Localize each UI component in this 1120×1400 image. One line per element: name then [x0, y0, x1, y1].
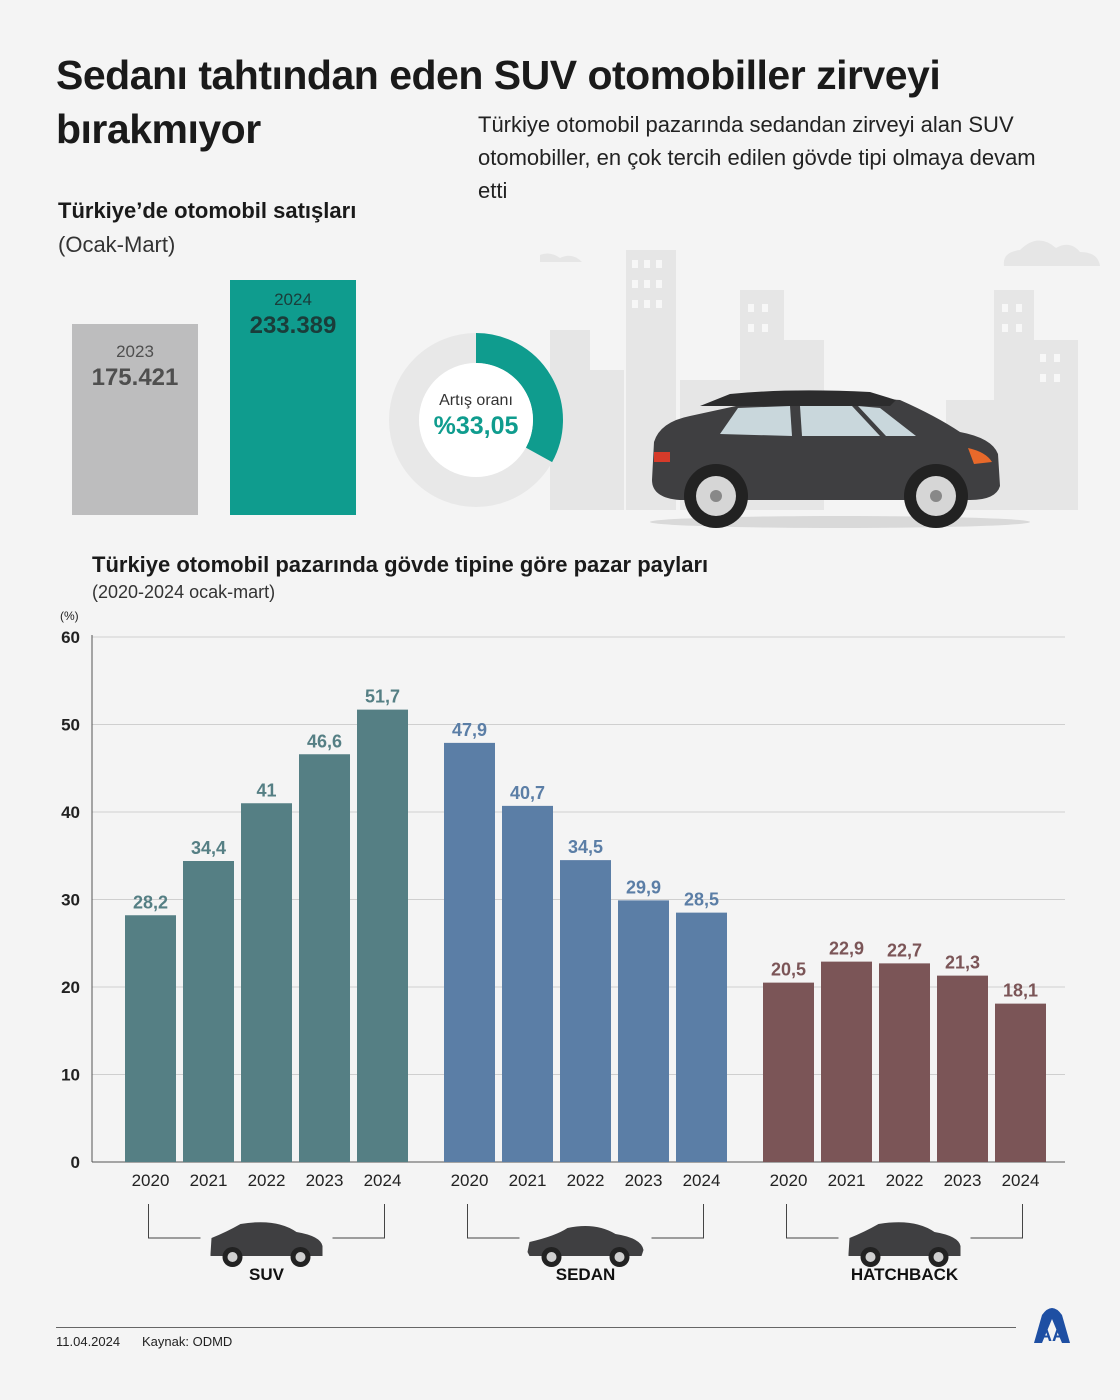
donut-center: [419, 363, 533, 477]
data-label: 40,7: [510, 783, 545, 803]
bar-suv-2023: [299, 754, 350, 1162]
x-tick-label: 2020: [451, 1171, 489, 1190]
y-tick-label: 10: [61, 1066, 80, 1085]
hubcap-icon: [227, 1252, 238, 1262]
data-label: 20,5: [771, 960, 806, 980]
city-skyline-illustration: [540, 240, 1100, 528]
data-label: 47,9: [452, 720, 487, 740]
data-label: 51,7: [365, 687, 400, 707]
data-label: 41: [256, 780, 276, 800]
data-label: 28,2: [133, 892, 168, 912]
sales-bar-value: 175.421: [91, 364, 179, 391]
aa-logo-text: AA: [1039, 1325, 1065, 1345]
sales-bar-value: 233.389: [249, 312, 337, 339]
chart-subtitle: (2020-2024 ocak-mart): [92, 582, 276, 602]
data-label: 18,1: [1003, 981, 1038, 1001]
x-tick-label: 2023: [944, 1171, 982, 1190]
y-tick-label: 40: [61, 803, 80, 822]
suv-car-icon: [210, 1222, 323, 1256]
bar-sedan-2021: [502, 805, 553, 1162]
increase-label-block: Artış oranı %33,05: [388, 392, 564, 441]
x-tick-label: 2022: [886, 1171, 924, 1190]
x-tick-label: 2020: [132, 1171, 170, 1190]
sales-bar-2024: 2024 233.389: [230, 280, 356, 515]
hubcap-icon: [295, 1252, 306, 1262]
data-label: 21,3: [945, 953, 980, 973]
x-tick-label: 2022: [248, 1171, 286, 1190]
suv-illustration-icon: [650, 390, 1030, 528]
bar-sedan-2020: [444, 742, 495, 1162]
page-title: Sedanı tahtından eden SUV otomobiller zi…: [56, 52, 941, 152]
hubcap-icon: [933, 1252, 944, 1262]
x-tick-label: 2024: [364, 1171, 402, 1190]
data-label: 29,9: [626, 877, 661, 897]
data-label: 28,5: [684, 890, 719, 910]
footer-source: Kaynak: ODMD: [142, 1334, 233, 1349]
x-tick-label: 2023: [625, 1171, 663, 1190]
data-label: 34,4: [191, 838, 226, 858]
footer-rule: [56, 1327, 1016, 1328]
donut-arc: [475, 333, 563, 463]
x-tick-label: 2021: [828, 1171, 866, 1190]
data-label: 46,6: [307, 731, 342, 751]
x-tick-label: 2022: [567, 1171, 605, 1190]
hubcap-icon: [865, 1252, 876, 1262]
y-tick-label: 0: [71, 1153, 80, 1172]
bar-sedan-2022: [560, 860, 611, 1162]
increase-value: %33,05: [433, 412, 519, 440]
bar-suv-2020: [125, 915, 176, 1162]
hatchback-car-icon: [848, 1222, 961, 1256]
y-tick-label: 20: [61, 978, 80, 997]
bar-hatchback-2022: [879, 963, 930, 1162]
sales-title: Türkiye’de otomobil satışları: [58, 198, 357, 223]
page-subtitle: Türkiye otomobil pazarında sedandan zirv…: [478, 112, 1036, 203]
sales-bar-2023: 2023 175.421: [72, 324, 198, 515]
bar-suv-2021: [183, 861, 234, 1162]
increase-donut: [389, 333, 563, 507]
hubcap-icon: [546, 1252, 557, 1262]
x-tick-label: 2024: [683, 1171, 721, 1190]
bar-hatchback-2023: [937, 975, 988, 1162]
sales-bar-year: 2024: [274, 290, 312, 309]
x-tick-label: 2024: [1002, 1171, 1040, 1190]
x-tick-label: 2021: [509, 1171, 547, 1190]
chart-title: Türkiye otomobil pazarında gövde tipine …: [92, 552, 709, 577]
hubcap-icon: [614, 1252, 625, 1262]
data-label: 22,9: [829, 939, 864, 959]
x-tick-label: 2021: [190, 1171, 228, 1190]
y-tick-label: 60: [61, 628, 80, 647]
x-tick-label: 2020: [770, 1171, 808, 1190]
group-label: HATCHBACK: [851, 1265, 959, 1284]
footer-date: 11.04.2024: [56, 1334, 121, 1349]
sales-period: (Ocak-Mart): [58, 232, 176, 257]
sales-bar-year: 2023: [116, 342, 154, 361]
bar-sedan-2023: [618, 900, 669, 1162]
bar-suv-2024: [357, 709, 408, 1162]
data-label: 34,5: [568, 837, 603, 857]
y-axis-unit: (%): [60, 609, 79, 623]
bar-hatchback-2024: [995, 1003, 1046, 1162]
bar-suv-2022: [241, 803, 292, 1162]
bar-hatchback-2020: [763, 982, 814, 1162]
x-tick-label: 2023: [306, 1171, 344, 1190]
y-tick-label: 50: [61, 716, 80, 735]
bar-hatchback-2021: [821, 961, 872, 1162]
group-label: SUV: [249, 1265, 285, 1284]
increase-label: Artış oranı: [439, 392, 513, 409]
group-label: SEDAN: [556, 1265, 616, 1284]
aa-logo-icon: AA: [1034, 1308, 1070, 1345]
bar-sedan-2024: [676, 912, 727, 1162]
y-tick-label: 30: [61, 891, 80, 910]
market-share-chart: (%) 0 10 20 30 40 50 60 28,2 2020 34,4 2021 41 2022 46…: [60, 609, 1065, 1284]
data-label: 22,7: [887, 940, 922, 960]
